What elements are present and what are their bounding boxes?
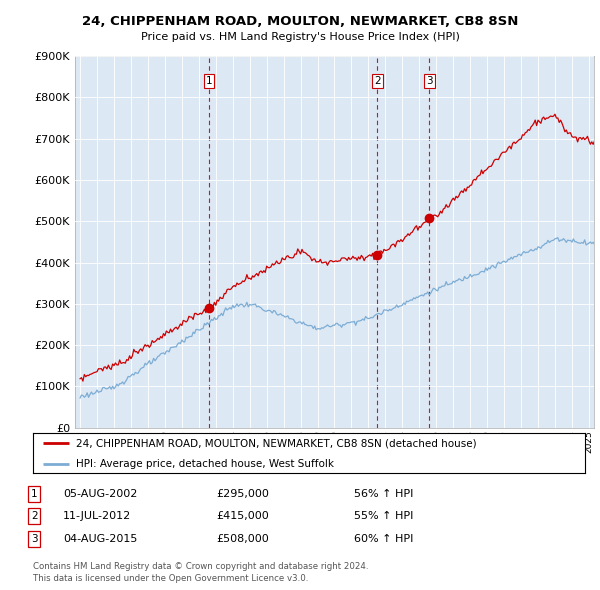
Text: This data is licensed under the Open Government Licence v3.0.: This data is licensed under the Open Gov… xyxy=(33,574,308,583)
Text: 24, CHIPPENHAM ROAD, MOULTON, NEWMARKET, CB8 8SN (detached house): 24, CHIPPENHAM ROAD, MOULTON, NEWMARKET,… xyxy=(76,438,476,448)
Text: 60% ↑ HPI: 60% ↑ HPI xyxy=(354,534,413,543)
Text: 55% ↑ HPI: 55% ↑ HPI xyxy=(354,512,413,521)
Text: £508,000: £508,000 xyxy=(216,534,269,543)
Text: 3: 3 xyxy=(31,534,38,543)
Text: 05-AUG-2002: 05-AUG-2002 xyxy=(63,489,137,499)
Text: 24, CHIPPENHAM ROAD, MOULTON, NEWMARKET, CB8 8SN: 24, CHIPPENHAM ROAD, MOULTON, NEWMARKET,… xyxy=(82,15,518,28)
Text: 04-AUG-2015: 04-AUG-2015 xyxy=(63,534,137,543)
Text: Contains HM Land Registry data © Crown copyright and database right 2024.: Contains HM Land Registry data © Crown c… xyxy=(33,562,368,571)
Text: 1: 1 xyxy=(206,76,212,86)
Text: 3: 3 xyxy=(426,76,433,86)
Text: 56% ↑ HPI: 56% ↑ HPI xyxy=(354,489,413,499)
Text: HPI: Average price, detached house, West Suffolk: HPI: Average price, detached house, West… xyxy=(76,460,334,470)
Text: 2: 2 xyxy=(374,76,381,86)
Text: £415,000: £415,000 xyxy=(216,512,269,521)
Text: 2: 2 xyxy=(31,512,38,521)
Text: 1: 1 xyxy=(31,489,38,499)
Text: £295,000: £295,000 xyxy=(216,489,269,499)
Text: Price paid vs. HM Land Registry's House Price Index (HPI): Price paid vs. HM Land Registry's House … xyxy=(140,32,460,42)
Text: 11-JUL-2012: 11-JUL-2012 xyxy=(63,512,131,521)
